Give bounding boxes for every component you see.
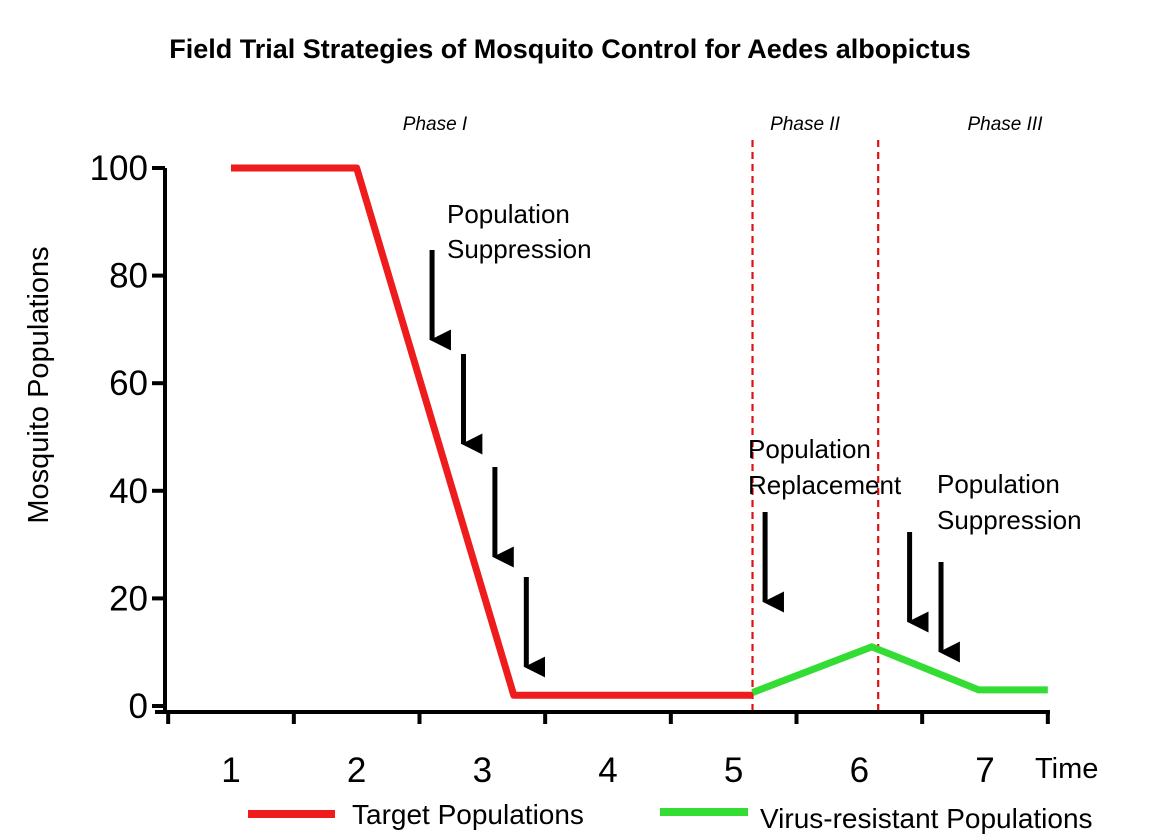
annotation-1-line-1: Population <box>447 199 570 229</box>
annotation-3-line-1: Population <box>937 469 1060 499</box>
annotations: Population Suppression Population Replac… <box>447 199 1082 535</box>
y-tick-label-60: 60 <box>109 364 148 403</box>
y-tick-label-20: 20 <box>109 579 148 618</box>
annotation-1-line-2: Suppression <box>447 234 592 264</box>
x-tick-label-4: 4 <box>598 751 617 790</box>
x-axis-label: Time <box>1035 753 1098 785</box>
y-tick-label-0: 0 <box>129 687 148 726</box>
annotation-2-line-1: Population <box>748 434 871 464</box>
x-tick-label-1: 1 <box>221 751 240 790</box>
x-tick-label-5: 5 <box>724 751 743 790</box>
series-line-target <box>231 164 753 699</box>
phase-label-2: Phase II <box>770 114 840 135</box>
y-axis-label: Mosquito Populations <box>23 246 55 523</box>
y-tick-label-40: 40 <box>109 472 148 511</box>
legend-label-virus-resistant: Virus-resistant Populations <box>760 803 1093 834</box>
phase-label-3: Phase III <box>968 114 1044 135</box>
x-tick-label-3: 3 <box>473 751 492 790</box>
x-ticks: 1 2 3 4 5 6 7 <box>166 712 1050 790</box>
legend: Target Populations Virus-resistant Popul… <box>248 799 1093 834</box>
phase-dividers <box>751 140 880 710</box>
legend-label-target: Target Populations <box>352 799 584 830</box>
y-tick-label-100: 100 <box>90 149 148 188</box>
annotation-2-line-2: Replacement <box>748 470 902 500</box>
x-tick-label-7: 7 <box>975 751 994 790</box>
series <box>231 164 1048 699</box>
phase-label-1: Phase I <box>403 114 468 135</box>
y-tick-label-80: 80 <box>109 257 148 296</box>
arrows <box>429 250 960 678</box>
y-ticks: 0 20 40 60 80 100 <box>90 149 165 726</box>
series-line-virus-resistant <box>751 643 1048 696</box>
x-tick-label-6: 6 <box>850 751 869 790</box>
x-tick-label-2: 2 <box>347 751 366 790</box>
annotation-3-line-2: Suppression <box>937 505 1082 535</box>
chart-title: Field Trial Strategies of Mosquito Contr… <box>169 34 971 64</box>
